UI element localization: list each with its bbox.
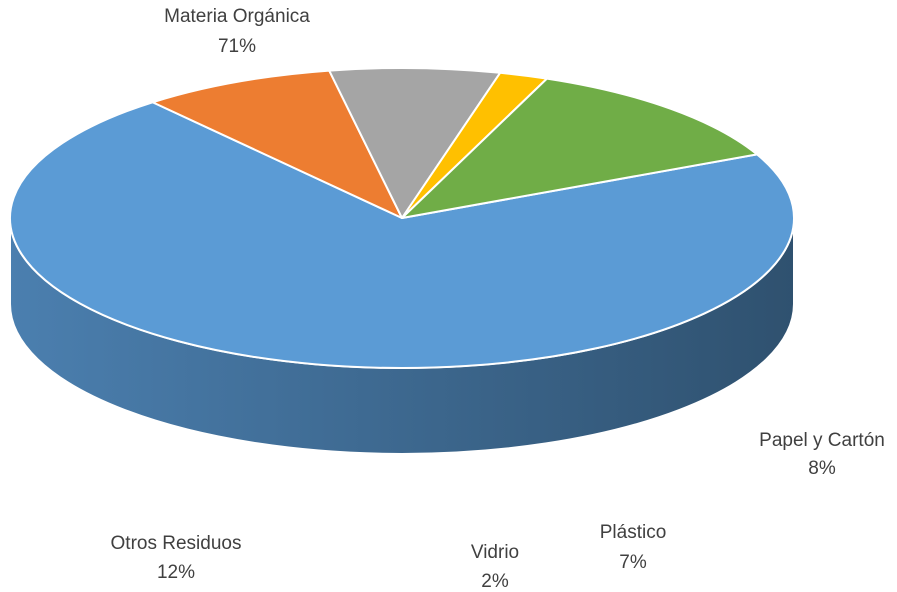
value-otros-residuos: 12% (157, 562, 195, 583)
value-pl-stico: 7% (619, 552, 647, 573)
pie-top-faces (9, 67, 795, 369)
slice-pl-stico (328, 67, 502, 219)
slice-papel-y-cart-n (151, 69, 403, 219)
data-labels: Materia Orgánica 71% Papel y Cartón 8% Plást… (111, 6, 885, 592)
label-materia-org-nica: Materia Orgánica (164, 6, 310, 27)
label-papel-y-cart-n: Papel y Cartón (759, 430, 885, 451)
label-pl-stico: Plástico (600, 522, 667, 543)
value-papel-y-cart-n: 8% (808, 458, 836, 479)
value-materia-org-nica: 71% (218, 36, 256, 57)
label-otros-residuos: Otros Residuos (111, 533, 242, 554)
value-vidrio: 2% (481, 571, 509, 592)
label-vidrio: Vidrio (471, 542, 519, 563)
slice-otros-residuos (401, 77, 758, 219)
slice-materia-org-nica (9, 101, 795, 369)
